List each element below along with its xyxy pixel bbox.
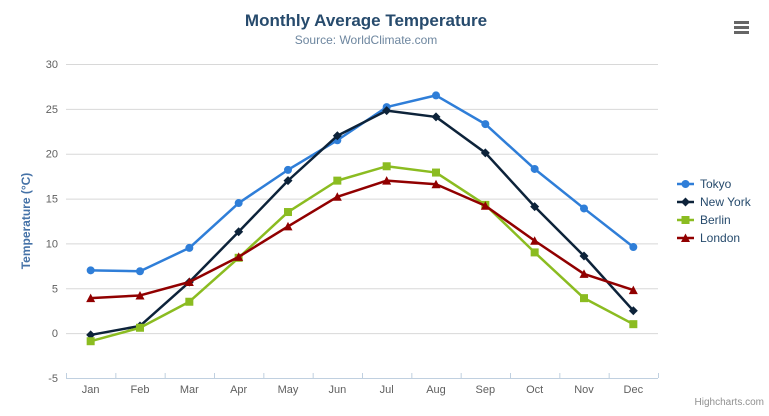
data-point[interactable] — [332, 131, 342, 141]
legend-marker-berlin — [677, 216, 694, 224]
x-axis-label: Jun — [328, 384, 346, 396]
data-point[interactable] — [530, 248, 539, 257]
x-axis-label: Oct — [526, 384, 543, 396]
series-london — [86, 176, 638, 303]
legend-label-london: London — [700, 231, 741, 245]
data-point[interactable] — [284, 165, 292, 174]
series-tokyo — [86, 91, 638, 276]
data-point[interactable] — [86, 266, 95, 275]
chart-title: Monthly Average Temperature — [244, 11, 488, 30]
legend-symbol-tokyo — [681, 180, 690, 188]
data-point[interactable] — [580, 204, 588, 213]
legend-marker-london — [677, 233, 694, 242]
y-axis-label: -5 — [48, 373, 58, 385]
data-point[interactable] — [629, 243, 638, 252]
x-axis-label: Jul — [380, 384, 394, 396]
x-axis-label: May — [278, 384, 299, 396]
series-line-new-york[interactable] — [90, 109, 635, 337]
y-axis-label: 20 — [46, 149, 58, 161]
data-point[interactable] — [333, 176, 342, 185]
data-point[interactable] — [432, 91, 440, 100]
data-point[interactable] — [629, 320, 638, 329]
x-axis-label: Sep — [476, 384, 496, 396]
data-point[interactable] — [530, 202, 540, 212]
y-axis-label: 30 — [46, 59, 58, 71]
y-axis-label: 5 — [52, 283, 58, 295]
data-point[interactable] — [382, 106, 392, 116]
data-point[interactable] — [530, 164, 539, 173]
credits-link[interactable]: Highcharts.com — [694, 397, 764, 408]
data-point[interactable] — [382, 162, 391, 171]
legend-label-berlin: Berlin — [700, 213, 731, 227]
y-axis-label: 15 — [46, 194, 58, 206]
series-line-berlin[interactable] — [90, 165, 634, 343]
data-point[interactable] — [382, 176, 392, 185]
data-point[interactable] — [283, 221, 293, 231]
legend-symbol-london — [681, 233, 690, 242]
export-menu-button[interactable] — [729, 16, 753, 38]
x-axis-label: Dec — [624, 384, 644, 396]
data-point[interactable] — [136, 323, 144, 332]
data-point[interactable] — [185, 243, 194, 252]
data-point[interactable] — [431, 112, 441, 122]
chart-subtitle: Source: WorldClimate.com — [294, 33, 438, 47]
series-line-tokyo[interactable] — [90, 94, 635, 273]
data-point[interactable] — [185, 297, 194, 306]
data-point[interactable] — [234, 227, 244, 237]
y-axis-title: Temperature (°C) — [19, 173, 33, 270]
legend-label-new-york: New York — [700, 195, 751, 209]
data-point[interactable] — [579, 269, 589, 278]
legend-item-new-york[interactable]: New York — [677, 193, 751, 211]
data-point[interactable] — [136, 267, 144, 276]
data-point[interactable] — [283, 176, 293, 186]
series-new-york — [86, 106, 638, 340]
data-point[interactable] — [481, 120, 490, 129]
data-point[interactable] — [530, 236, 540, 245]
data-point[interactable] — [628, 306, 638, 316]
legend-item-berlin[interactable]: Berlin — [677, 211, 751, 229]
legend-marker-tokyo — [677, 180, 694, 188]
data-point[interactable] — [234, 252, 244, 261]
data-point[interactable] — [431, 179, 441, 189]
x-axis-label: Nov — [574, 384, 594, 396]
legend-marker-new-york — [677, 197, 694, 207]
y-axis-label: 25 — [46, 104, 58, 116]
series-line-london[interactable] — [90, 179, 634, 300]
data-point[interactable] — [284, 208, 292, 217]
data-point[interactable] — [579, 251, 589, 261]
data-point[interactable] — [234, 199, 243, 208]
x-axis-label: Aug — [426, 384, 446, 396]
data-point[interactable] — [86, 330, 96, 340]
x-axis-label: Mar — [180, 384, 199, 396]
data-point[interactable] — [135, 290, 145, 300]
legend-label-tokyo: Tokyo — [700, 177, 732, 191]
x-axis-label: Jan — [82, 384, 100, 396]
data-point[interactable] — [86, 337, 95, 346]
legend: Tokyo New York Berlin London — [677, 175, 751, 247]
data-point[interactable] — [432, 168, 440, 177]
legend-item-london[interactable]: London — [677, 229, 751, 247]
data-point[interactable] — [332, 192, 342, 201]
data-point[interactable] — [628, 285, 638, 295]
legend-item-tokyo[interactable]: Tokyo — [677, 175, 751, 193]
data-point[interactable] — [184, 277, 194, 287]
legend-symbol-berlin — [681, 216, 690, 224]
data-point[interactable] — [86, 293, 96, 303]
y-axis-label: 10 — [46, 238, 58, 250]
hamburger-icon — [733, 20, 749, 34]
legend-symbol-new-york — [681, 197, 690, 207]
data-point[interactable] — [580, 294, 588, 303]
y-axis-label: 0 — [52, 328, 58, 340]
data-point[interactable] — [480, 201, 490, 210]
data-point[interactable] — [480, 148, 490, 158]
x-axis-label: Apr — [230, 384, 247, 396]
series-berlin — [86, 162, 638, 346]
x-axis-label: Feb — [131, 384, 150, 396]
